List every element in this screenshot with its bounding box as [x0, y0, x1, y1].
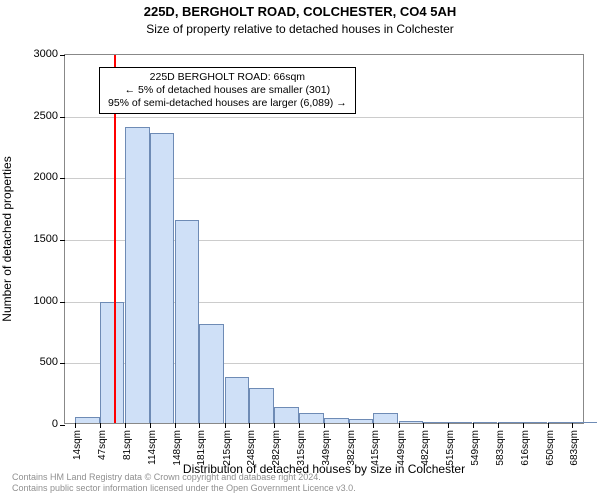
x-tick — [423, 423, 424, 428]
x-tick-label: 248sqm — [246, 430, 257, 466]
y-tick — [60, 363, 65, 364]
footer-attribution: Contains HM Land Registry data © Crown c… — [12, 472, 356, 494]
y-tick — [60, 178, 65, 179]
x-tick-label: 515sqm — [445, 430, 456, 466]
x-tick-label: 114sqm — [147, 430, 158, 465]
histogram-bar — [175, 220, 200, 424]
histogram-bar — [199, 324, 224, 423]
x-tick — [473, 423, 474, 428]
y-axis-label: Number of detached properties — [0, 156, 14, 321]
x-tick — [75, 423, 76, 428]
plot-background: 225D BERGHOLT ROAD: 66sqm← 5% of detache… — [64, 54, 584, 424]
x-tick — [249, 423, 250, 428]
x-tick-label: 81sqm — [122, 430, 133, 460]
x-tick-label: 349sqm — [321, 430, 332, 466]
x-tick — [225, 423, 226, 428]
histogram-bar — [75, 417, 100, 423]
y-tick-label: 2000 — [34, 171, 58, 183]
histogram-bar — [225, 377, 250, 423]
x-tick-label: 683sqm — [569, 430, 580, 466]
x-tick-label: 215sqm — [222, 430, 233, 466]
y-tick-label: 1000 — [34, 295, 58, 307]
chart-container: 225D, BERGHOLT ROAD, COLCHESTER, CO4 5AH… — [0, 0, 600, 500]
x-tick-label: 549sqm — [470, 430, 481, 466]
x-tick-label: 14sqm — [72, 430, 83, 460]
x-tick-label: 148sqm — [172, 430, 183, 466]
x-tick-label: 482sqm — [420, 430, 431, 466]
x-tick-label: 181sqm — [196, 430, 207, 466]
x-tick — [100, 423, 101, 428]
x-tick — [274, 423, 275, 428]
y-tick — [60, 425, 65, 426]
histogram-bar — [150, 133, 175, 423]
x-tick-label: 382sqm — [346, 430, 357, 466]
x-tick — [523, 423, 524, 428]
x-tick — [324, 423, 325, 428]
histogram-bar — [274, 407, 299, 423]
x-tick — [373, 423, 374, 428]
x-tick-label: 47sqm — [97, 430, 108, 460]
chart-title: 225D, BERGHOLT ROAD, COLCHESTER, CO4 5AH — [0, 4, 600, 19]
x-tick — [572, 423, 573, 428]
histogram-bar — [473, 422, 498, 423]
annotation-line: 225D BERGHOLT ROAD: 66sqm — [108, 71, 347, 84]
histogram-bar — [548, 422, 573, 423]
x-tick — [448, 423, 449, 428]
histogram-bar — [572, 422, 597, 423]
x-tick-label: 449sqm — [396, 430, 407, 466]
plot-area: 225D BERGHOLT ROAD: 66sqm← 5% of detache… — [64, 54, 584, 424]
histogram-bar — [125, 127, 150, 423]
histogram-bar — [448, 422, 473, 423]
y-tick-label: 2500 — [34, 110, 58, 122]
x-tick — [125, 423, 126, 428]
y-tick — [60, 55, 65, 56]
histogram-bar — [324, 418, 349, 423]
x-tick — [299, 423, 300, 428]
x-tick-label: 315sqm — [296, 430, 307, 466]
chart-subtitle: Size of property relative to detached ho… — [0, 22, 600, 36]
annotation-box: 225D BERGHOLT ROAD: 66sqm← 5% of detache… — [99, 67, 356, 114]
footer-line-1: Contains HM Land Registry data © Crown c… — [12, 472, 356, 483]
x-tick — [399, 423, 400, 428]
x-tick-label: 282sqm — [271, 430, 282, 466]
y-tick — [60, 302, 65, 303]
x-tick-label: 583sqm — [495, 430, 506, 466]
histogram-bar — [299, 413, 324, 423]
histogram-bar — [373, 413, 398, 423]
gridline — [65, 117, 583, 118]
histogram-bar — [399, 421, 424, 423]
x-tick — [175, 423, 176, 428]
x-tick — [349, 423, 350, 428]
x-tick-label: 415sqm — [370, 430, 381, 466]
x-tick — [498, 423, 499, 428]
x-tick-label: 650sqm — [545, 430, 556, 466]
annotation-line: 95% of semi-detached houses are larger (… — [108, 97, 347, 110]
x-tick — [199, 423, 200, 428]
y-tick-label: 3000 — [34, 48, 58, 60]
x-tick — [150, 423, 151, 428]
y-tick-label: 1500 — [34, 233, 58, 245]
y-tick — [60, 117, 65, 118]
histogram-bar — [423, 422, 448, 423]
histogram-bar — [249, 388, 274, 423]
x-tick-label: 616sqm — [520, 430, 531, 466]
histogram-bar — [100, 302, 125, 423]
annotation-line: ← 5% of detached houses are smaller (301… — [108, 84, 347, 97]
y-tick-label: 0 — [52, 418, 58, 430]
histogram-bar — [349, 419, 374, 423]
x-tick — [548, 423, 549, 428]
histogram-bar — [498, 422, 523, 423]
y-tick-label: 500 — [40, 356, 58, 368]
y-tick — [60, 240, 65, 241]
histogram-bar — [523, 422, 548, 423]
footer-line-2: Contains public sector information licen… — [12, 483, 356, 494]
